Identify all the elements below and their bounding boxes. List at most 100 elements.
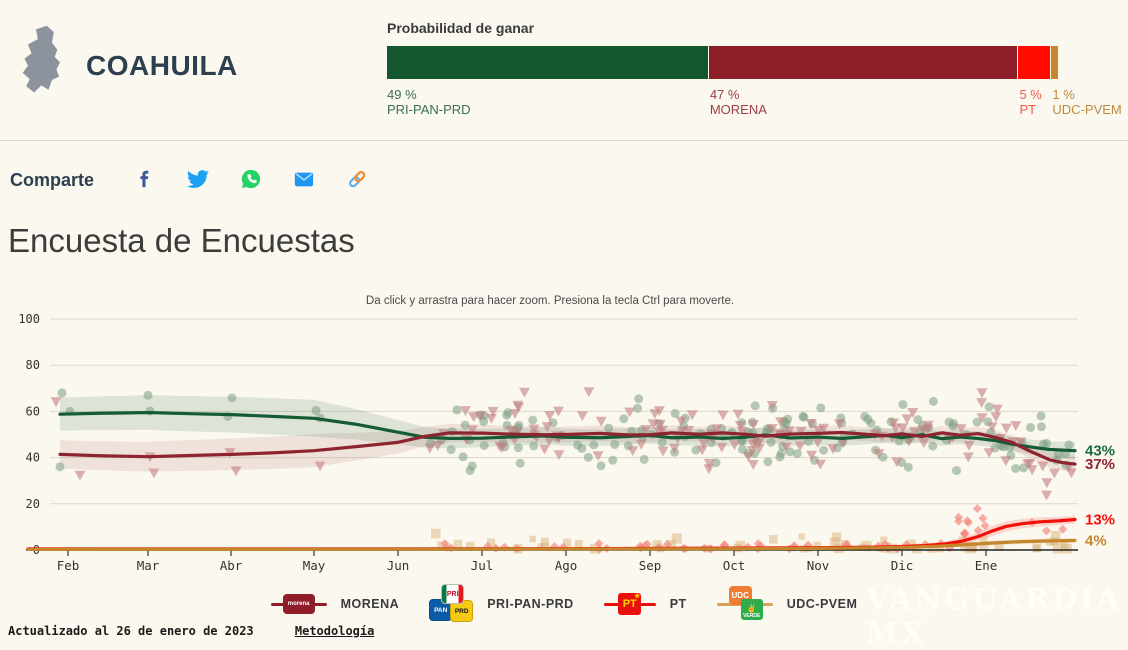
poll-point-udc <box>798 533 805 540</box>
poll-point-udc <box>487 538 496 547</box>
poll-point-green <box>860 412 870 422</box>
poll-point-red <box>1000 423 1012 434</box>
footer: Actualizado al 26 de enero de 2023 Metod… <box>8 624 374 638</box>
poll-point-red <box>1041 490 1053 501</box>
poll-point-udc <box>735 540 745 551</box>
poll-point-udc <box>574 539 583 548</box>
poll-point-udc <box>960 544 967 552</box>
poll-point-red <box>544 410 556 421</box>
probability-title: Probabilidad de ganar <box>387 20 535 36</box>
probability-segment-udc-pvem <box>1051 46 1059 79</box>
poll-point-red <box>1026 465 1038 476</box>
poll-point-green <box>898 400 908 410</box>
poll-point-green <box>819 445 829 455</box>
trend-line-morena <box>58 430 1077 466</box>
facebook-icon[interactable] <box>134 168 156 190</box>
poll-of-polls-chart[interactable]: 020406080100FebMarAbrMayJunJulAgoSepOctN… <box>0 308 1128 593</box>
poll-point-green <box>798 411 808 421</box>
poll-point-green <box>816 403 826 413</box>
y-tick-label-60: 60 <box>26 404 40 418</box>
poll-point-green <box>792 449 802 459</box>
poll-point-red <box>432 440 444 451</box>
poll-point-green <box>1026 422 1036 432</box>
poll-point-green <box>583 452 593 462</box>
poll-point-green <box>657 437 667 447</box>
probability-label-udc-pvem: 1 % UDC-PVEM <box>1052 87 1122 117</box>
legend-item-udc-pvem: UDC ✌ VERDE UDC-PVEM <box>716 586 858 622</box>
poll-point-pt <box>972 504 982 514</box>
email-icon[interactable] <box>293 168 315 190</box>
poll-point-red <box>583 387 595 398</box>
poll-point-red <box>485 413 497 424</box>
poll-point-green <box>1036 422 1046 432</box>
poll-point-red <box>669 443 681 454</box>
trend-line-pri-pan-prd <box>58 410 1077 453</box>
poll-point-udc <box>1062 543 1072 554</box>
x-tick-label-Jul: Jul <box>471 558 494 573</box>
poll-point-green <box>639 454 649 464</box>
state-name: COAHUILA <box>86 50 238 81</box>
poll-point-red <box>509 408 521 419</box>
poll-point-green <box>55 462 65 472</box>
x-tick-label-Dic: Dic <box>891 558 914 573</box>
poll-point-udc <box>994 541 1004 551</box>
y-tick-label-40: 40 <box>26 451 40 465</box>
poll-point-green <box>972 417 982 427</box>
x-tick-label-Sep: Sep <box>639 558 662 573</box>
poll-point-red <box>513 402 525 413</box>
poll-point-red <box>487 406 499 417</box>
legend-icon-morena-icon: morena <box>270 593 327 615</box>
legend-item-pt: PT ★ PT <box>603 592 687 616</box>
x-tick-label-May: May <box>303 558 326 573</box>
poll-point-green <box>903 462 913 472</box>
whatsapp-icon[interactable] <box>240 168 262 190</box>
poll-point-red <box>627 446 639 457</box>
poll-point-red <box>812 438 824 448</box>
poll-point-green <box>619 414 629 424</box>
poll-point-green <box>763 457 773 467</box>
legend-label-pri-pan-prd: PRI-PAN-PRD <box>487 597 574 611</box>
poll-point-red <box>918 438 930 449</box>
poll-point-udc <box>880 536 888 544</box>
poll-point-red <box>649 409 661 419</box>
poll-point-green <box>458 452 468 462</box>
poll-point-red <box>753 438 765 448</box>
link-icon[interactable] <box>346 168 368 190</box>
twitter-icon[interactable] <box>186 168 209 190</box>
poll-point-green <box>503 408 513 418</box>
poll-point-red <box>716 442 728 453</box>
end-label-morena: 37% <box>1085 456 1115 473</box>
poll-point-udc <box>769 535 778 544</box>
poll-point-red <box>698 439 710 450</box>
x-tick-label-Abr: Abr <box>220 558 243 573</box>
y-tick-label-80: 80 <box>26 358 40 372</box>
poll-point-red <box>1065 468 1077 479</box>
poll-point-red <box>908 426 920 437</box>
poll-point-udc <box>540 537 549 546</box>
poll-point-red <box>552 406 564 417</box>
poll-point-green <box>670 408 680 418</box>
poll-point-green <box>1042 438 1052 448</box>
updated-text: Actualizado al 26 de enero de 2023 <box>8 624 254 638</box>
poll-point-green <box>57 388 67 398</box>
methodology-link[interactable]: Metodología <box>294 624 375 638</box>
poll-point-red <box>696 445 708 456</box>
poll-point-red <box>683 425 695 436</box>
legend-icon-pt-icon: PT ★ <box>603 592 656 616</box>
poll-point-green <box>775 452 785 462</box>
poll-point-red <box>1000 456 1012 467</box>
poll-point-red <box>496 443 508 454</box>
poll-point-red <box>1041 478 1053 489</box>
poll-point-green <box>634 394 644 404</box>
poll-point-green <box>604 423 614 433</box>
poll-point-red <box>891 457 903 468</box>
poll-point-red <box>728 440 740 451</box>
poll-point-green <box>143 390 153 400</box>
poll-point-red <box>595 416 607 427</box>
poll-point-udc <box>671 533 682 544</box>
poll-point-udc <box>431 528 441 539</box>
poll-point-green <box>460 420 470 430</box>
poll-point-udc <box>437 541 447 551</box>
poll-point-red <box>314 461 326 472</box>
poll-point-red <box>711 424 723 435</box>
